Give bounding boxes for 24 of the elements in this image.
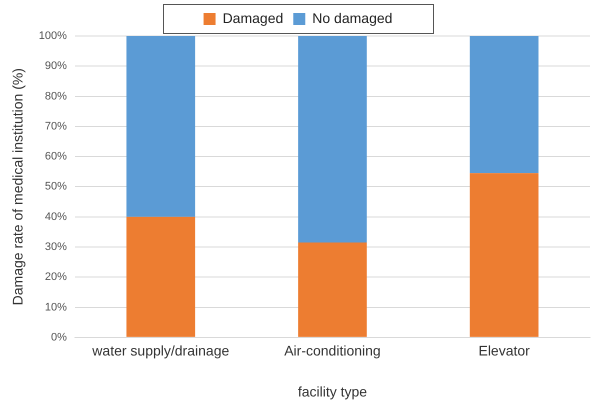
legend-label: No damaged <box>312 10 392 26</box>
y-axis-title: Damage rate of medical institution (%) <box>9 68 26 306</box>
y-tick-label: 60% <box>44 150 68 163</box>
bar <box>298 242 367 337</box>
legend-label: Damaged <box>222 10 284 26</box>
x-tick-label: Air-conditioning <box>284 342 381 359</box>
y-tick-label: 30% <box>44 241 68 254</box>
y-tick-label: 10% <box>44 301 68 314</box>
x-tick-label: water supply/drainage <box>91 342 230 359</box>
bar <box>470 173 538 337</box>
bar <box>298 36 367 242</box>
y-tick-label: 20% <box>44 271 68 284</box>
bar <box>126 216 196 337</box>
y-tick-label: 50% <box>44 180 68 193</box>
x-tick-label: Elevator <box>478 342 530 359</box>
bar <box>126 36 196 217</box>
y-tick-label: 70% <box>44 120 68 132</box>
bar <box>470 36 538 174</box>
x-axis-title: facility type <box>298 383 368 400</box>
y-tick-label: 40% <box>44 210 68 223</box>
y-tick-label: 90% <box>44 60 68 72</box>
y-tick-label: 0% <box>51 331 68 344</box>
y-tick-label: 100% <box>38 30 68 42</box>
y-tick-label: 80% <box>44 90 68 102</box>
